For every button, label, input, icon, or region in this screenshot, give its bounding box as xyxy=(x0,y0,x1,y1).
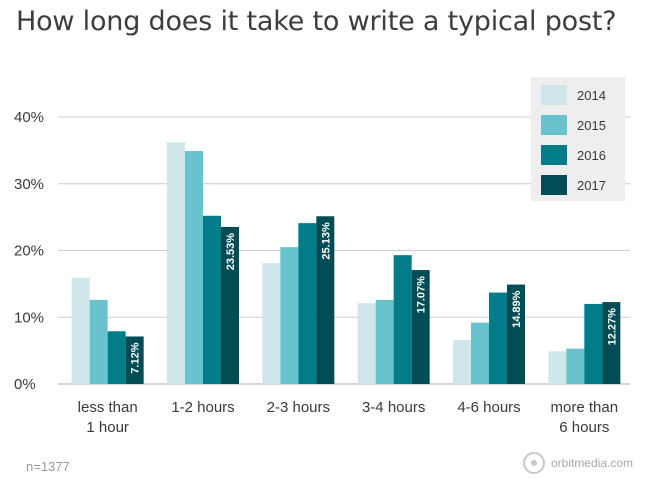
bar-2015 xyxy=(185,151,203,384)
legend-label: 2016 xyxy=(577,148,606,163)
data-label: 25.13% xyxy=(320,222,332,260)
bar-2015 xyxy=(566,348,585,384)
y-tick-label: 40% xyxy=(14,109,44,126)
x-tick-label: more than 6 hours xyxy=(551,399,619,436)
legend-swatch xyxy=(541,145,567,165)
bar-2014 xyxy=(167,142,185,384)
bar-2016 xyxy=(393,255,412,384)
y-tick-label: 30% xyxy=(14,176,44,193)
orbit-logo-icon xyxy=(522,452,545,474)
bar-2017 xyxy=(221,226,239,384)
legend-swatch xyxy=(541,115,567,135)
bar-2015 xyxy=(89,299,108,384)
legend-label: 2017 xyxy=(577,178,606,193)
sample-size-note: n=1377 xyxy=(26,459,70,474)
bar-2014 xyxy=(548,351,567,384)
bar-2017 xyxy=(507,284,525,384)
data-label: 12.27% xyxy=(606,308,618,346)
bars xyxy=(71,142,621,384)
data-label: 14.89% xyxy=(511,290,523,328)
legend-label: 2014 xyxy=(577,88,606,103)
x-axis-ticks: less than 1 hour 1-2 hours 2-3 hours 3-4 hou… xyxy=(78,399,618,436)
brand-watermark: orbitmedia.com xyxy=(522,452,633,474)
y-tick-label: 10% xyxy=(14,309,44,326)
bar-2017 xyxy=(125,336,144,384)
bar-2016 xyxy=(107,331,126,384)
x-tick-label: less than 1 hour xyxy=(78,399,138,436)
data-label: 23.53% xyxy=(225,233,237,271)
data-label: 7.12% xyxy=(130,342,142,373)
bar-2016 xyxy=(203,215,221,384)
legend-label: 2015 xyxy=(577,118,606,133)
bar-2015 xyxy=(375,299,394,384)
bar-2016 xyxy=(584,303,603,384)
y-tick-label: 20% xyxy=(14,243,44,260)
x-tick-label: 1-2 hours xyxy=(171,399,234,416)
data-label: 17.07% xyxy=(416,276,428,314)
bar-2015 xyxy=(471,322,489,384)
bar-2017 xyxy=(602,302,621,384)
bar-2014 xyxy=(71,277,90,384)
x-tick-label: 2-3 hours xyxy=(267,399,330,416)
chart-title: How long does it take to write a typical… xyxy=(16,6,617,37)
legend-swatch xyxy=(541,175,567,195)
bar-2014 xyxy=(357,303,376,384)
bar-2016 xyxy=(489,292,507,384)
data-labels: 7.12% 23.53% 25.13% 17.07% 14.89% 12.27% xyxy=(130,222,619,374)
y-tick-label: 0% xyxy=(14,376,36,393)
legend-swatch xyxy=(541,85,567,105)
bar-2014 xyxy=(453,339,471,384)
x-tick-label: 4-6 hours xyxy=(457,399,520,416)
bar-2017 xyxy=(411,270,430,384)
bar-2015 xyxy=(280,247,299,384)
x-tick-label: 3-4 hours xyxy=(362,399,425,416)
bar-2016 xyxy=(298,223,317,384)
bar-2017 xyxy=(316,216,335,384)
bar-2014 xyxy=(262,263,281,384)
legend: 2014 2015 2016 2017 xyxy=(531,77,625,201)
brand-text: orbitmedia.com xyxy=(550,456,633,470)
gridlines xyxy=(58,116,630,385)
y-axis-ticks: 0% 10% 20% 30% 40% xyxy=(14,109,44,393)
